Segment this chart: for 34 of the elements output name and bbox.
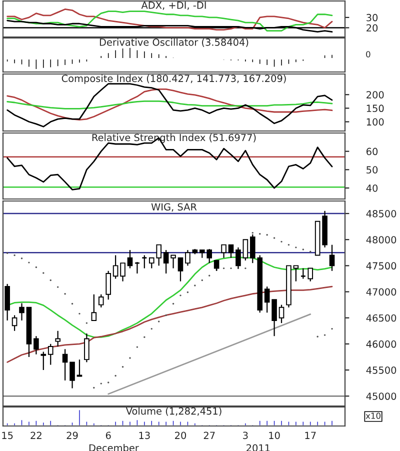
y-tick-label: 47500 — [366, 262, 396, 270]
x-tick-label: 17 — [305, 432, 316, 439]
x-tick-label: 10 — [269, 432, 280, 440]
x-tick-label: 13 — [139, 432, 150, 440]
x-tick-label: 15 — [2, 432, 13, 440]
y-tick-label: 48000 — [366, 236, 396, 244]
y-tick-label: 150 — [366, 104, 384, 112]
chart-title: Derivative Oscillator (3.58404) — [100, 38, 248, 48]
y-tick-label: 47000 — [366, 288, 396, 296]
chart-title: Relative Strength Index (51.6977) — [92, 134, 256, 144]
x-tick-label: 20 — [175, 432, 186, 440]
x-tick-label: 22 — [30, 432, 42, 439]
x-tick-label: 27 — [204, 432, 215, 439]
x-tick-label: 29 — [66, 432, 78, 440]
y-tick-label: 60 — [366, 148, 378, 156]
y-tick-label: 46000 — [366, 340, 396, 348]
chart-title: WIG, SAR — [151, 203, 197, 212]
text: x10 — [366, 412, 380, 419]
y-tick-label: 45000 — [366, 392, 396, 400]
y-tick-label: 20 — [366, 24, 378, 32]
y-tick-label: 48500 — [366, 210, 396, 218]
y-tick-label: 100 — [366, 118, 384, 126]
y-tick-label: 46500 — [366, 314, 396, 322]
chart-title: ADX, +DI, -DI — [141, 2, 206, 10]
text: 0 — [366, 51, 370, 58]
y-tick-label: 40 — [366, 184, 378, 192]
y-tick-label: 200 — [366, 91, 384, 98]
chart-title: Volume (1,282,451) — [126, 407, 222, 416]
y-tick-label: 30 — [366, 14, 378, 22]
y-tick-label: 45500 — [366, 366, 396, 374]
y-tick-label: 50 — [366, 166, 378, 174]
chart-title: Composite Index (180.427, 141.773, 167.209) — [62, 74, 286, 84]
x-tick-label: 6 — [106, 432, 111, 440]
x-tick-label: 3 — [243, 432, 248, 440]
